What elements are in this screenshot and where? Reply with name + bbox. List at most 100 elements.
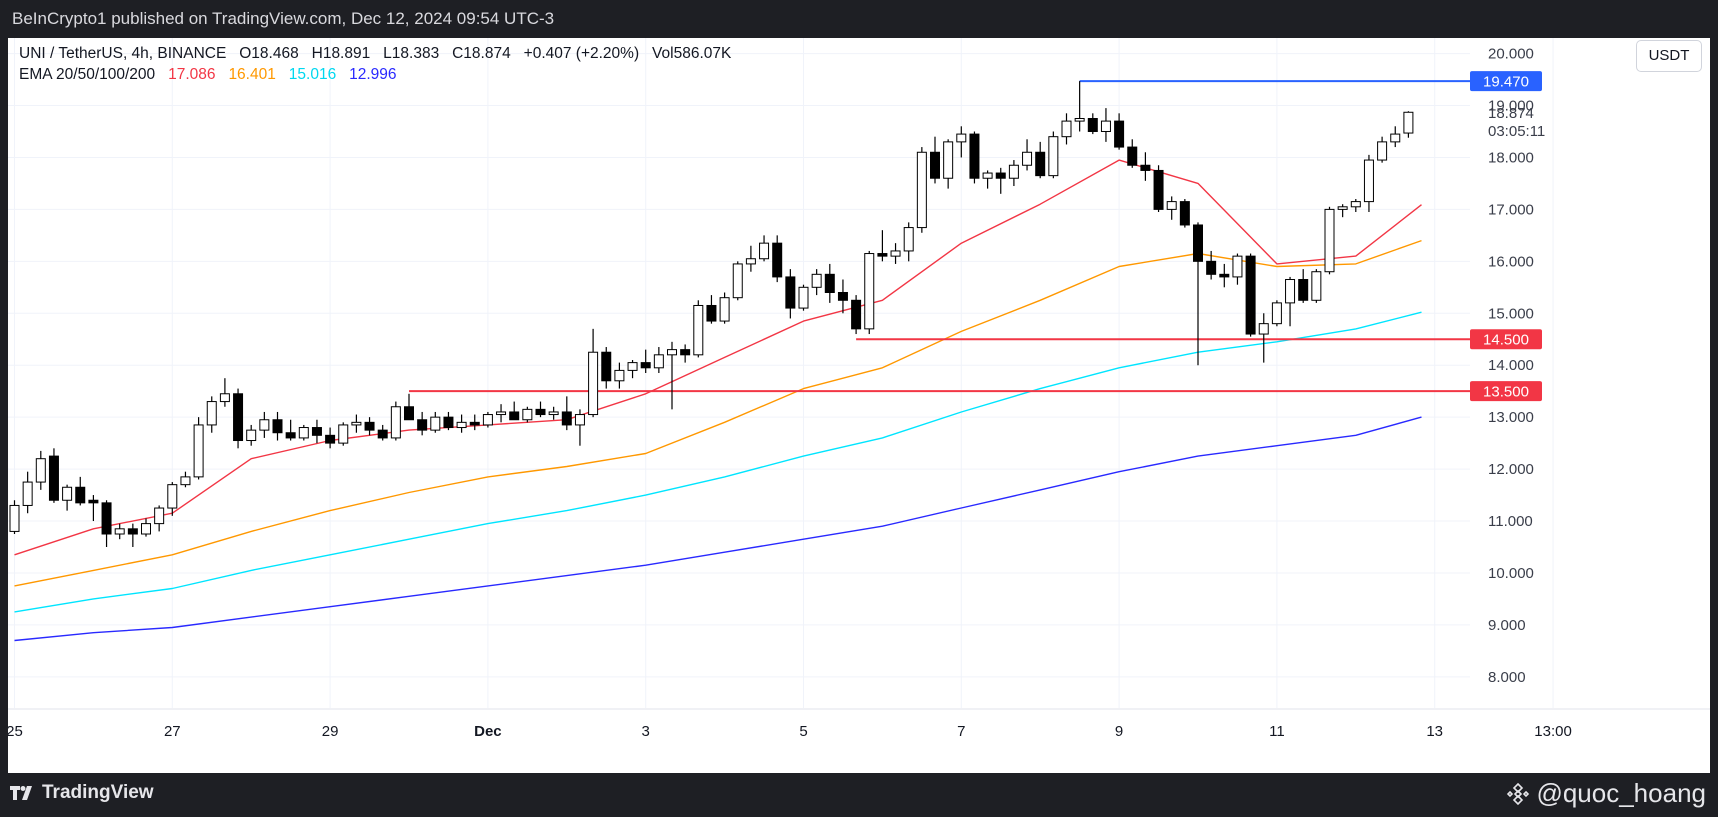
candle[interactable] (995, 172, 1006, 179)
candle[interactable] (759, 242, 770, 260)
candle[interactable] (1206, 260, 1217, 275)
candle[interactable] (877, 253, 888, 257)
candle[interactable] (35, 458, 46, 483)
candle[interactable] (943, 141, 954, 179)
candle[interactable] (745, 258, 756, 265)
candle[interactable] (1179, 201, 1190, 226)
candle[interactable] (785, 276, 796, 309)
candle[interactable] (272, 419, 283, 434)
candle[interactable] (62, 486, 73, 501)
candle[interactable] (1390, 133, 1401, 143)
candle[interactable] (1403, 111, 1414, 134)
candle[interactable] (141, 523, 151, 535)
candle[interactable] (864, 253, 875, 330)
candle[interactable] (837, 291, 848, 301)
candle[interactable] (1166, 201, 1177, 210)
candle[interactable] (311, 427, 322, 436)
candle[interactable] (1008, 164, 1019, 179)
price-chart[interactable]: 19.470 14.500 13.500 8.000 9.000 10.000 11.000… (8, 38, 1710, 773)
candle[interactable] (706, 304, 717, 322)
candle[interactable] (1035, 151, 1046, 177)
candle[interactable] (1324, 208, 1335, 273)
candle[interactable] (1258, 323, 1269, 335)
candle[interactable] (1153, 169, 1164, 210)
candle[interactable] (1140, 164, 1151, 171)
candle[interactable] (824, 273, 835, 293)
candle[interactable] (1127, 146, 1138, 166)
candle[interactable] (298, 427, 309, 439)
candle[interactable] (206, 401, 217, 426)
candle[interactable] (443, 416, 454, 429)
candle[interactable] (482, 414, 493, 426)
candle[interactable] (509, 411, 520, 421)
candle[interactable] (469, 421, 480, 426)
candle[interactable] (338, 424, 349, 444)
candle[interactable] (1074, 118, 1085, 122)
candle[interactable] (114, 528, 125, 535)
candle[interactable] (903, 227, 914, 252)
candle[interactable] (522, 408, 533, 421)
candle[interactable] (535, 408, 546, 416)
candle[interactable] (364, 421, 375, 431)
candle[interactable] (404, 406, 414, 421)
candle[interactable] (1377, 141, 1388, 161)
candle[interactable] (101, 502, 112, 535)
candle[interactable] (1271, 302, 1282, 325)
candle[interactable] (1219, 273, 1230, 278)
candle[interactable] (193, 424, 204, 478)
candle[interactable] (614, 369, 625, 382)
candle[interactable] (851, 299, 862, 330)
currency-button[interactable]: USDT (1636, 40, 1702, 72)
candle[interactable] (1232, 255, 1243, 278)
candle[interactable] (956, 133, 967, 143)
candle[interactable] (640, 362, 651, 369)
candle[interactable] (653, 354, 664, 369)
chart-pane[interactable]: 19.470 14.500 13.500 8.000 9.000 10.000 11.000… (8, 38, 1710, 773)
candle[interactable] (75, 486, 86, 504)
candle[interactable] (180, 476, 191, 486)
candle[interactable] (1298, 279, 1309, 301)
candle[interactable] (1048, 136, 1059, 177)
candle[interactable] (890, 250, 901, 257)
candle[interactable] (548, 411, 559, 416)
candle[interactable] (574, 414, 585, 426)
candle[interactable] (417, 419, 428, 431)
candle[interactable] (219, 393, 230, 403)
candle[interactable] (719, 297, 730, 322)
candle[interactable] (325, 434, 336, 444)
candle[interactable] (22, 481, 33, 506)
candle[interactable] (496, 411, 507, 416)
candle[interactable] (982, 172, 993, 179)
candle[interactable] (233, 393, 244, 442)
tradingview-logo[interactable]: TradingView (10, 782, 154, 804)
candle[interactable] (732, 263, 743, 299)
candle[interactable] (285, 432, 296, 439)
candle[interactable] (1337, 206, 1348, 210)
candle[interactable] (390, 406, 401, 439)
candle[interactable] (693, 304, 704, 356)
candle[interactable] (601, 351, 612, 382)
candle[interactable] (1245, 255, 1256, 335)
candle[interactable] (811, 273, 822, 288)
symbol-name[interactable]: UNI / TetherUS, 4h, BINANCE (19, 45, 227, 62)
candle[interactable] (1022, 151, 1033, 166)
candle[interactable] (1061, 120, 1072, 138)
candle[interactable] (667, 349, 677, 356)
candle[interactable] (127, 528, 138, 535)
candle[interactable] (154, 507, 165, 525)
candle[interactable] (588, 351, 599, 416)
candle[interactable] (167, 484, 178, 509)
candle[interactable] (1285, 279, 1296, 304)
candle[interactable] (772, 242, 783, 278)
candle[interactable] (456, 421, 467, 429)
candle[interactable] (627, 362, 638, 371)
candle[interactable] (9, 504, 20, 532)
candle[interactable] (1350, 201, 1361, 208)
candle[interactable] (1100, 120, 1111, 132)
candle[interactable] (351, 421, 362, 426)
candle[interactable] (680, 349, 691, 356)
candle[interactable] (88, 499, 99, 504)
candle[interactable] (1311, 271, 1322, 301)
ema-row[interactable]: EMA 20/50/100/200 17.086 16.401 15.016 1… (19, 64, 731, 85)
candle[interactable] (430, 416, 441, 431)
